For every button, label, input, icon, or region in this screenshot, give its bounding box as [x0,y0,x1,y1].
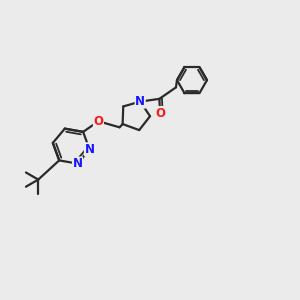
Text: N: N [135,95,145,108]
Text: O: O [155,106,165,120]
Text: O: O [93,115,103,128]
Text: N: N [73,157,82,170]
Text: N: N [85,143,94,156]
